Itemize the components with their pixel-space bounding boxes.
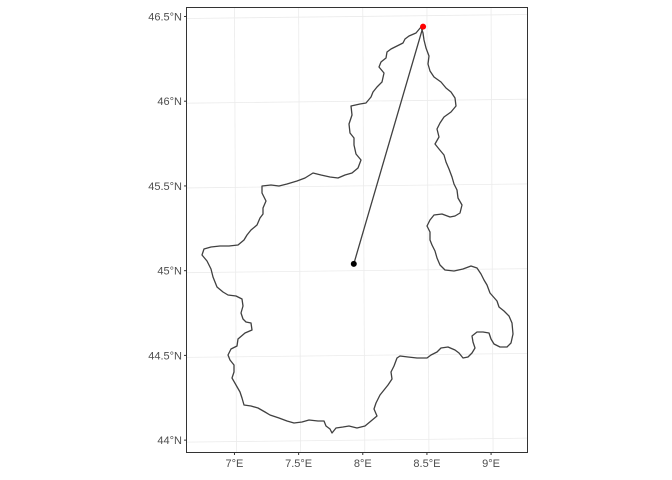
origin-point (350, 260, 357, 267)
x-tick-label: 7°E (226, 458, 244, 470)
graticule-grid (186, 7, 528, 453)
y-tick-label: 45.5°N (148, 181, 182, 193)
meridian-gridline (426, 7, 430, 453)
y-tick-label: 44°N (157, 435, 182, 447)
x-tick-label: 9°E (482, 458, 500, 470)
x-tick-label: 8°E (354, 458, 372, 470)
parallel-gridline (186, 183, 528, 189)
y-axis: 44°N 44.5°N 45°N 45.5°N 46°N 46.5°N (148, 11, 187, 447)
y-tick-label: 45°N (157, 266, 182, 278)
parallel-gridline (186, 353, 528, 358)
parallel-gridline (186, 98, 528, 104)
parallel-gridline (186, 14, 528, 19)
x-tick-label: 7.5°E (285, 458, 312, 470)
parallel-gridline (186, 437, 528, 443)
connecting-line (353, 26, 424, 265)
region-boundary (201, 26, 514, 434)
y-tick-label: 46.5°N (148, 11, 182, 23)
x-tick-label: 8.5°E (413, 458, 440, 470)
y-tick-label: 44.5°N (148, 350, 182, 362)
meridian-gridline (298, 7, 302, 453)
y-tick-label: 46°N (157, 96, 182, 108)
destination-point (420, 23, 427, 30)
panel-border (186, 7, 528, 453)
x-axis: 7°E 7.5°E 8°E 8.5°E 9°E (226, 452, 500, 470)
meridian-gridline (234, 7, 237, 453)
meridian-gridline (490, 7, 494, 453)
parallel-gridline (186, 268, 528, 274)
